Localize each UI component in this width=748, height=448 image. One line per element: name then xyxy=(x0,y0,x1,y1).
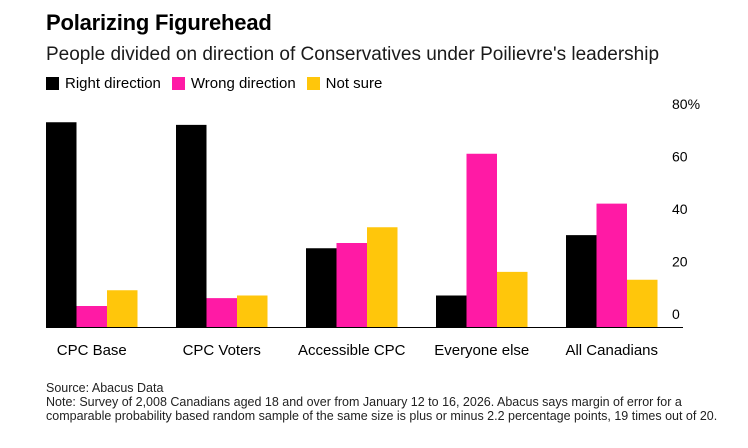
bar-cpc-base-wrong-direction xyxy=(76,306,107,327)
y-tick-label-40: 40 xyxy=(672,201,688,217)
x-tick-label-cpc-base: CPC Base xyxy=(57,342,127,359)
bar-accessible-cpc-not-sure xyxy=(367,227,398,327)
x-tick-label-everyone-else: Everyone else xyxy=(434,342,529,359)
legend-swatch-not-sure xyxy=(306,77,320,90)
bar-cpc-voters-not-sure xyxy=(237,295,268,327)
source-note: Source: Abacus Data xyxy=(46,381,164,395)
bar-all-canadians-wrong-direction xyxy=(596,203,627,327)
bar-cpc-voters-right-direction xyxy=(176,124,207,327)
legend-swatch-right-direction xyxy=(46,77,59,90)
y-tick-label-80: 80% xyxy=(672,96,700,112)
bar-cpc-voters-wrong-direction xyxy=(206,298,237,327)
x-tick-label-cpc-voters: CPC Voters xyxy=(183,342,261,359)
x-tick-label-accessible-cpc: Accessible CPC xyxy=(298,342,406,359)
legend-item-right-direction: Right direction xyxy=(46,75,161,92)
y-tick-label-60: 60 xyxy=(672,149,688,165)
bar-all-canadians-not-sure xyxy=(627,279,658,327)
y-tick-label-0: 0 xyxy=(672,306,680,322)
bar-everyone-else-right-direction xyxy=(436,295,467,327)
bar-cpc-base-right-direction xyxy=(46,122,77,327)
survey-note: Note: Survey of 2,008 Canadians aged 18 … xyxy=(46,395,718,423)
bar-all-canadians-right-direction xyxy=(566,235,597,327)
legend-item-wrong-direction: Wrong direction xyxy=(171,75,296,92)
legend-label-right-direction: Right direction xyxy=(65,75,161,92)
footer: Source: Abacus Data Note: Survey of 2,00… xyxy=(46,381,736,423)
legend-item-not-sure: Not sure xyxy=(306,75,383,92)
legend-label-not-sure: Not sure xyxy=(325,75,383,92)
chart-title: Polarizing Figurehead xyxy=(46,10,272,35)
bar-everyone-else-wrong-direction xyxy=(466,153,497,327)
bar-cpc-base-not-sure xyxy=(107,290,138,327)
bar-everyone-else-not-sure xyxy=(497,271,528,327)
bar-accessible-cpc-wrong-direction xyxy=(336,243,367,327)
legend-label-wrong-direction: Wrong direction xyxy=(190,75,296,92)
legend-swatch-wrong-direction xyxy=(171,77,185,90)
legend: Right direction Wrong direction Not sure xyxy=(46,75,393,92)
x-tick-label-all-canadians: All Canadians xyxy=(565,342,658,359)
bar-accessible-cpc-right-direction xyxy=(306,248,337,327)
chart-subtitle: People divided on direction of Conservat… xyxy=(46,44,660,65)
y-tick-label-20: 20 xyxy=(672,254,688,270)
